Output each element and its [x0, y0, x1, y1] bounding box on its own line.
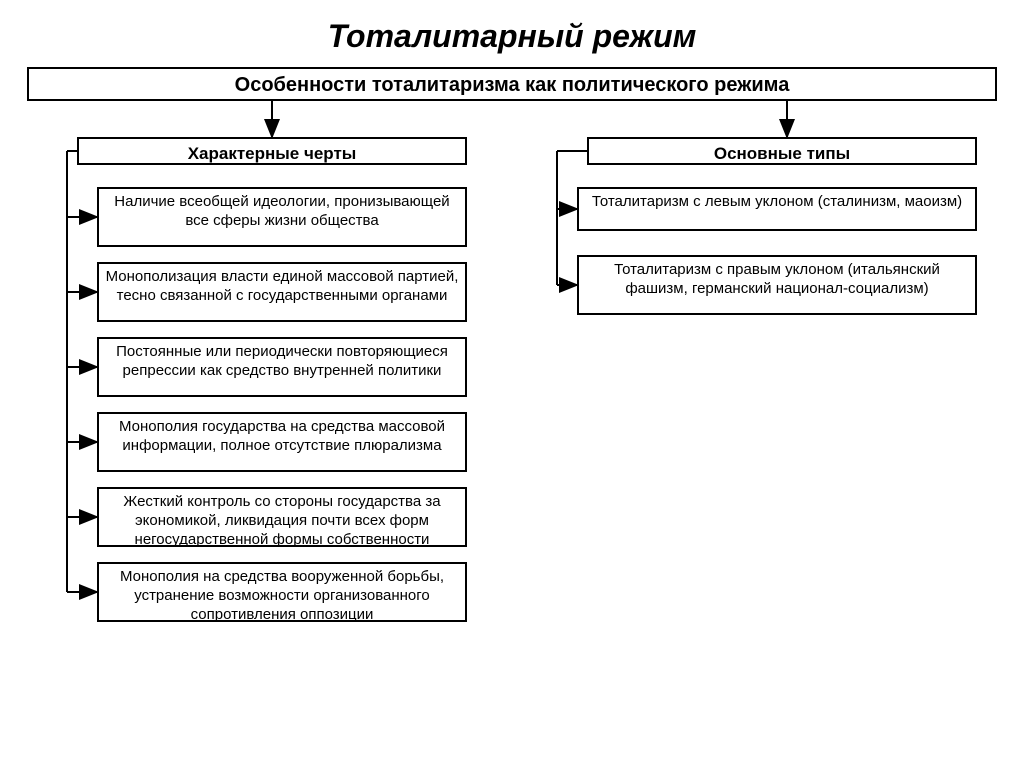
left-item: Наличие всеобщей идеологии, пронизывающе…	[97, 187, 467, 247]
page-title: Тоталитарный режим	[0, 0, 1024, 67]
left-item: Монополия на средства вооруженной борьбы…	[97, 562, 467, 622]
left-item: Монополизация власти единой массовой пар…	[97, 262, 467, 322]
left-branch-label: Характерные черты	[77, 137, 467, 165]
right-branch-label: Основные типы	[587, 137, 977, 165]
left-item: Жесткий контроль со стороны государства …	[97, 487, 467, 547]
connector-lines	[17, 67, 1007, 747]
header-box: Особенности тоталитаризма как политическ…	[27, 67, 997, 101]
left-item: Монополия государства на средства массов…	[97, 412, 467, 472]
right-item: Тоталитаризм с левым уклоном (сталинизм,…	[577, 187, 977, 231]
left-item: Постоянные или периодически повторяющиес…	[97, 337, 467, 397]
right-item: Тоталитаризм с правым уклоном (итальянск…	[577, 255, 977, 315]
